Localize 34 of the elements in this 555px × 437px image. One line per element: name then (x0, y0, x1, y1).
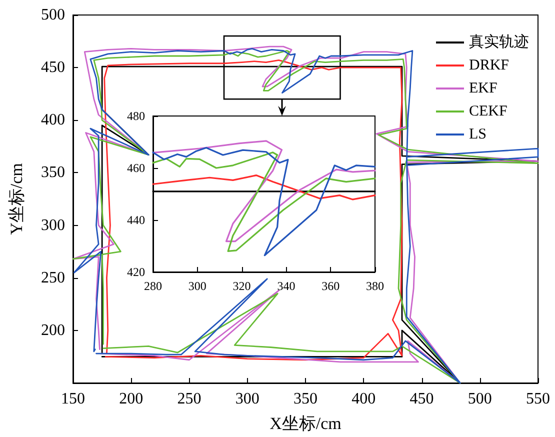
x-tick-label: 300 (235, 390, 260, 408)
y-tick-label: 300 (41, 216, 65, 234)
legend-label: EKF (469, 80, 498, 96)
x-tick-label: 250 (177, 390, 202, 408)
y-tick-label: 450 (41, 59, 65, 76)
x-tick-label: 450 (410, 390, 434, 408)
x-axis-title: X坐标/cm (270, 414, 342, 433)
x-tick-label: 350 (294, 390, 318, 408)
legend-label: 真实轨迹 (469, 34, 529, 50)
x-tick-label: 400 (352, 390, 376, 408)
x-tick-label: 360 (322, 279, 340, 293)
legend-label: LS (469, 126, 487, 142)
legend-label: CEKF (469, 104, 508, 120)
x-tick-label: 500 (468, 390, 492, 408)
line-series (104, 60, 403, 361)
line-series (152, 140, 376, 242)
x-tick-label: 300 (188, 279, 206, 293)
x-tick-label: 280 (144, 279, 162, 293)
x-tick-label: 340 (277, 279, 296, 293)
y-tick-label: 420 (127, 265, 145, 279)
y-tick-label: 500 (41, 6, 65, 24)
y-tick-label: 200 (41, 322, 65, 339)
x-tick-label: 150 (61, 390, 85, 408)
y-tick-label: 480 (127, 109, 145, 123)
x-tick-label: 320 (232, 279, 251, 293)
x-tick-label: 550 (526, 390, 550, 408)
legend-label: DRKF (469, 58, 510, 74)
line-series (152, 174, 376, 200)
y-tick-label: 440 (127, 213, 145, 227)
y-axis-title: Y坐标/cm (7, 163, 26, 235)
x-tick-label: 380 (366, 279, 384, 293)
y-tick-label: 350 (41, 164, 65, 182)
y-tick-label: 400 (41, 112, 65, 129)
y-tick-label: 460 (127, 161, 145, 175)
